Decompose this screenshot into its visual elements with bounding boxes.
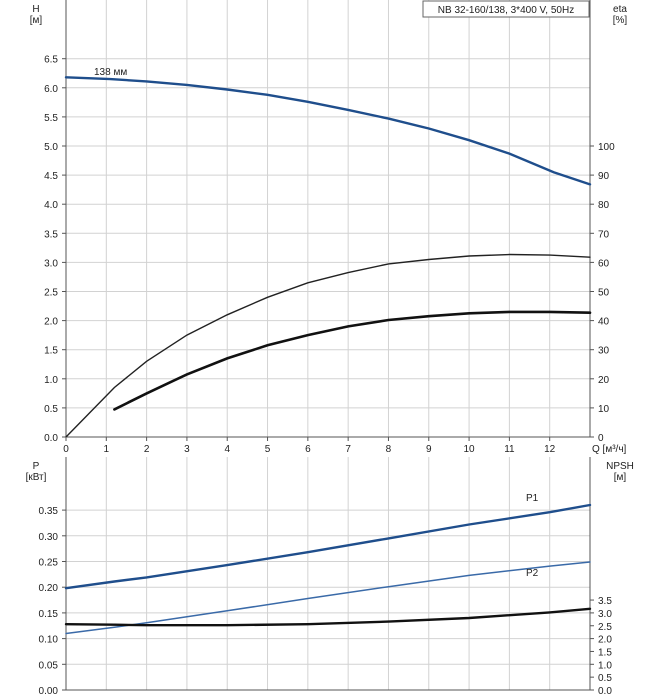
left-tick-label: 2.0	[44, 317, 58, 328]
right-tick-label: 100	[598, 142, 615, 153]
series-line-0-1	[65, 253, 591, 438]
left-tick-label: 5.0	[44, 142, 58, 153]
x-tick-label: 4	[224, 444, 230, 455]
x-tick-label: 9	[426, 444, 432, 455]
right-tick-label: 10	[598, 404, 610, 415]
x-tick-label: 7	[345, 444, 351, 455]
right-tick-label: 2.5	[598, 622, 612, 633]
x-tick-label: 12	[544, 444, 556, 455]
right-tick-label: 1.5	[598, 647, 612, 658]
x-tick-label: 5	[265, 444, 271, 455]
x-tick-label: 11	[504, 444, 515, 455]
left-tick-label: 0.10	[39, 635, 59, 646]
right-tick-label: 1.0	[598, 660, 612, 671]
right-axis-unit: [%]	[613, 15, 628, 26]
left-tick-label: 0.5	[44, 404, 58, 415]
right-tick-label: 20	[598, 375, 610, 386]
x-tick-label: 1	[104, 444, 110, 455]
right-axis-label: eta	[613, 4, 627, 15]
series-line-0-2	[113, 310, 592, 411]
right-tick-label: 0	[598, 433, 604, 444]
left-tick-label: 5.5	[44, 113, 58, 124]
right-tick-label: 0.0	[598, 686, 612, 697]
x-tick-label: 8	[386, 444, 392, 455]
right-tick-label: 80	[598, 200, 610, 211]
left-tick-label: 1.5	[44, 346, 58, 357]
x-tick-label: 2	[144, 444, 150, 455]
right-tick-label: 3.0	[598, 609, 612, 620]
chart-title: NB 32-160/138, 3*400 V, 50Hz	[438, 5, 574, 16]
left-tick-label: 1.0	[44, 375, 58, 386]
x-axis-label: Q [м³/ч]	[592, 444, 627, 455]
right-tick-label: 3.5	[598, 596, 612, 607]
series-label-p2: P2	[526, 568, 539, 579]
right-tick-label: 70	[598, 229, 610, 240]
right-tick-label: 40	[598, 317, 610, 328]
x-tick-label: 0	[63, 444, 69, 455]
left-tick-label: 0.15	[39, 609, 59, 620]
x-tick-label: 10	[464, 444, 476, 455]
left-tick-label: 6.0	[44, 84, 58, 95]
left-tick-label: 0.35	[39, 506, 59, 517]
series-label-p1: P1	[526, 493, 539, 504]
left-tick-label: 0.20	[39, 583, 59, 594]
left-axis-unit: [кВт]	[26, 472, 47, 483]
series-line-1-2	[64, 607, 592, 627]
right-axis-label: NPSH	[606, 461, 634, 472]
left-tick-label: 0.05	[39, 660, 59, 671]
left-axis-unit: [м]	[30, 15, 43, 26]
x-tick-label: 3	[184, 444, 190, 455]
left-axis-label: H	[32, 4, 39, 15]
left-axis-label: P	[33, 461, 40, 472]
right-tick-label: 90	[598, 171, 610, 182]
left-tick-label: 2.5	[44, 288, 58, 299]
left-tick-label: 0.25	[39, 558, 59, 569]
x-tick-label: 6	[305, 444, 311, 455]
left-tick-label: 3.0	[44, 258, 58, 269]
right-tick-label: 30	[598, 346, 610, 357]
right-axis-unit: [м]	[614, 472, 627, 483]
left-tick-label: 3.5	[44, 229, 58, 240]
series-line-0-0	[64, 76, 592, 186]
right-tick-label: 50	[598, 288, 610, 299]
title-box	[422, 0, 590, 18]
left-tick-label: 6.5	[44, 55, 58, 66]
left-tick-label: 0.0	[44, 433, 58, 444]
left-tick-label: 0.00	[39, 686, 59, 697]
left-tick-label: 4.0	[44, 200, 58, 211]
left-tick-label: 4.5	[44, 171, 58, 182]
series-label-138mm: 138 мм	[94, 67, 127, 78]
series-line-1-0	[64, 503, 592, 590]
left-tick-label: 0.30	[39, 532, 59, 543]
right-tick-label: 60	[598, 258, 610, 269]
right-tick-label: 2.0	[598, 635, 612, 646]
right-tick-label: 0.5	[598, 673, 612, 684]
